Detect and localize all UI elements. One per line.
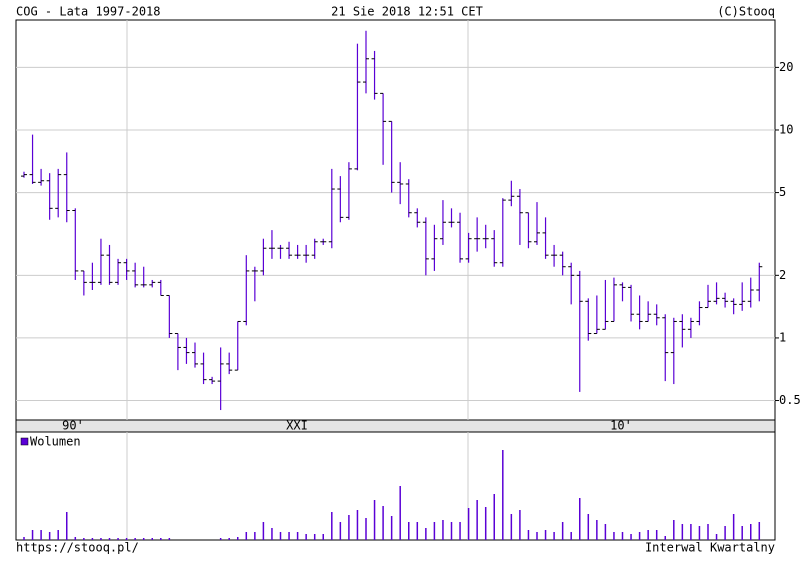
y-tick-label: 5 xyxy=(779,185,786,199)
decade-label: 10' xyxy=(610,419,632,433)
legend-swatch xyxy=(20,437,29,446)
v-grid xyxy=(126,20,469,540)
decade-strip xyxy=(15,419,776,433)
source: https://stooq.pl/ xyxy=(16,541,139,555)
y-tick-label: 2 xyxy=(779,268,786,282)
decade-label: XXI xyxy=(286,419,308,433)
y-tick-label: 0.5 xyxy=(779,393,801,407)
y-tick-label: 20 xyxy=(779,60,793,74)
date: 21 Sie 2018 12:51 CET xyxy=(331,5,483,19)
y-tick-label: 10 xyxy=(779,122,793,136)
chart-title: COG - Lata 1997-2018 xyxy=(16,5,161,19)
interval: Interwal Kwartalny xyxy=(645,541,775,555)
y-tick-label: 1 xyxy=(779,330,786,344)
legend-label: Wolumen xyxy=(30,435,81,449)
price-panel xyxy=(15,19,776,421)
copyright: (C)Stooq xyxy=(717,5,775,19)
volume-panel xyxy=(15,431,776,541)
decade-label: 90' xyxy=(62,419,84,433)
